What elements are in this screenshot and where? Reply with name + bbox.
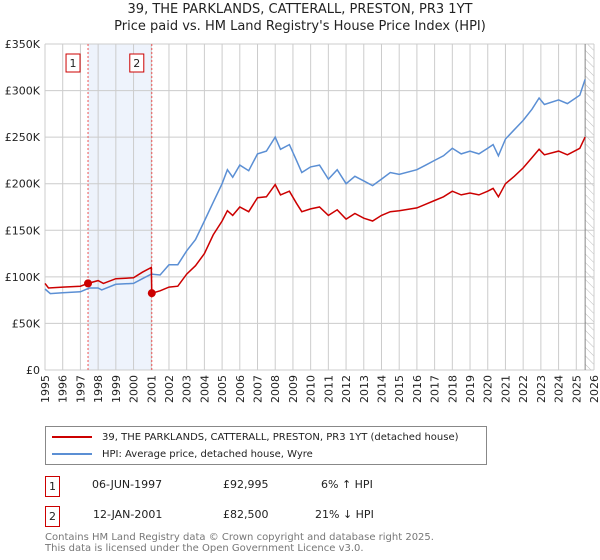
y-tick-label: £50K <box>12 317 41 330</box>
x-tick-label: 2017 <box>429 375 442 403</box>
hpi-series-line <box>44 79 586 295</box>
transaction-price: £92,995 <box>223 478 269 491</box>
sale-badge <box>65 53 81 73</box>
x-tick-label: 2004 <box>198 375 211 403</box>
x-tick-label: 2006 <box>234 375 247 403</box>
x-tick-label: 2003 <box>181 375 194 403</box>
legend: 39, THE PARKLANDS, CATTERALL, PRESTON, P… <box>45 426 487 465</box>
x-tick-label: 2012 <box>340 375 353 403</box>
sale-point <box>147 289 156 298</box>
x-tick-label: 2026 <box>588 375 600 403</box>
transaction-price: £82,500 <box>223 508 269 521</box>
transaction-date: 06-JUN-1997 <box>92 478 163 491</box>
x-tick-label: 2013 <box>358 375 371 403</box>
x-tick-label: 2022 <box>517 375 530 403</box>
x-tick-label: 2018 <box>446 375 459 403</box>
footer-line: Contains HM Land Registry data © Crown c… <box>45 532 434 543</box>
chart-title: 39, THE PARKLANDS, CATTERALL, PRESTON, P… <box>127 2 473 17</box>
y-tick-label: £100K <box>5 271 41 284</box>
x-tick-label: 2010 <box>305 375 318 403</box>
legend-label: 39, THE PARKLANDS, CATTERALL, PRESTON, P… <box>102 431 459 443</box>
x-tick-label: 1999 <box>110 375 123 403</box>
chart-subtitle: Price paid vs. HM Land Registry's House … <box>114 19 486 34</box>
x-tick-label: 2002 <box>163 375 176 403</box>
y-tick-label: £0 <box>26 364 40 377</box>
x-tick-label: 2016 <box>411 375 424 403</box>
price-chart: 1995 1996 1997 1998 1999 2000 2001 2002 2003 2004… <box>5 38 600 403</box>
footer-line: This data is licensed under the Open Gov… <box>45 543 364 554</box>
y-tick-label: £350K <box>5 38 41 51</box>
legend-label: HPI: Average price, detached house, Wyre <box>102 448 313 460</box>
legend-item-property: 39, THE PARKLANDS, CATTERALL, PRESTON, P… <box>52 430 459 444</box>
x-tick-label: 2025 <box>570 375 583 403</box>
x-tick-label: 2005 <box>216 375 229 403</box>
shaded-ownership-range <box>88 44 152 370</box>
sale-point <box>84 279 93 288</box>
x-tick-label: 2019 <box>464 375 477 403</box>
future-hatch <box>585 44 594 370</box>
x-tick-label: 2001 <box>145 375 158 403</box>
footer: Contains HM Land Registry data © Crown c… <box>45 532 434 554</box>
marker-badge: 1 <box>45 476 60 497</box>
x-tick-label: 2021 <box>499 375 512 403</box>
x-tick-label: 2015 <box>393 375 406 403</box>
x-tick-label: 2011 <box>322 375 335 403</box>
x-tick-label: 1995 <box>39 375 52 403</box>
x-tick-label: 2024 <box>553 375 566 403</box>
marker-badge: 2 <box>45 506 60 527</box>
sale-badge <box>129 53 145 73</box>
y-tick-label: £300K <box>5 85 41 98</box>
x-tick-label: 1997 <box>74 375 87 403</box>
x-tick-label: 2008 <box>269 375 282 403</box>
y-tick-label: £250K <box>5 131 41 144</box>
transaction-hpi: 21% ↓ HPI <box>315 508 374 521</box>
transaction-hpi: 6% ↑ HPI <box>321 478 373 491</box>
x-tick-label: 2014 <box>375 375 388 403</box>
x-tick-label: 2020 <box>482 375 495 403</box>
legend-item-hpi: HPI: Average price, detached house, Wyre <box>52 447 313 461</box>
sale-badge-label: 2 <box>133 57 140 70</box>
sale-badge-label: 1 <box>70 57 77 70</box>
x-tick-label: 1998 <box>92 375 105 403</box>
x-tick-label: 2007 <box>252 375 265 403</box>
x-tick-label: 1996 <box>57 375 70 403</box>
x-tick-label: 2000 <box>128 375 141 403</box>
property-series-line <box>44 136 586 295</box>
legend-swatch <box>52 436 92 438</box>
x-tick-label: 2023 <box>535 375 548 403</box>
y-tick-label: £150K <box>5 224 41 237</box>
legend-swatch <box>52 453 92 455</box>
x-tick-label: 2009 <box>287 375 300 403</box>
y-tick-label: £200K <box>5 178 41 191</box>
transaction-date: 12-JAN-2001 <box>93 508 163 521</box>
